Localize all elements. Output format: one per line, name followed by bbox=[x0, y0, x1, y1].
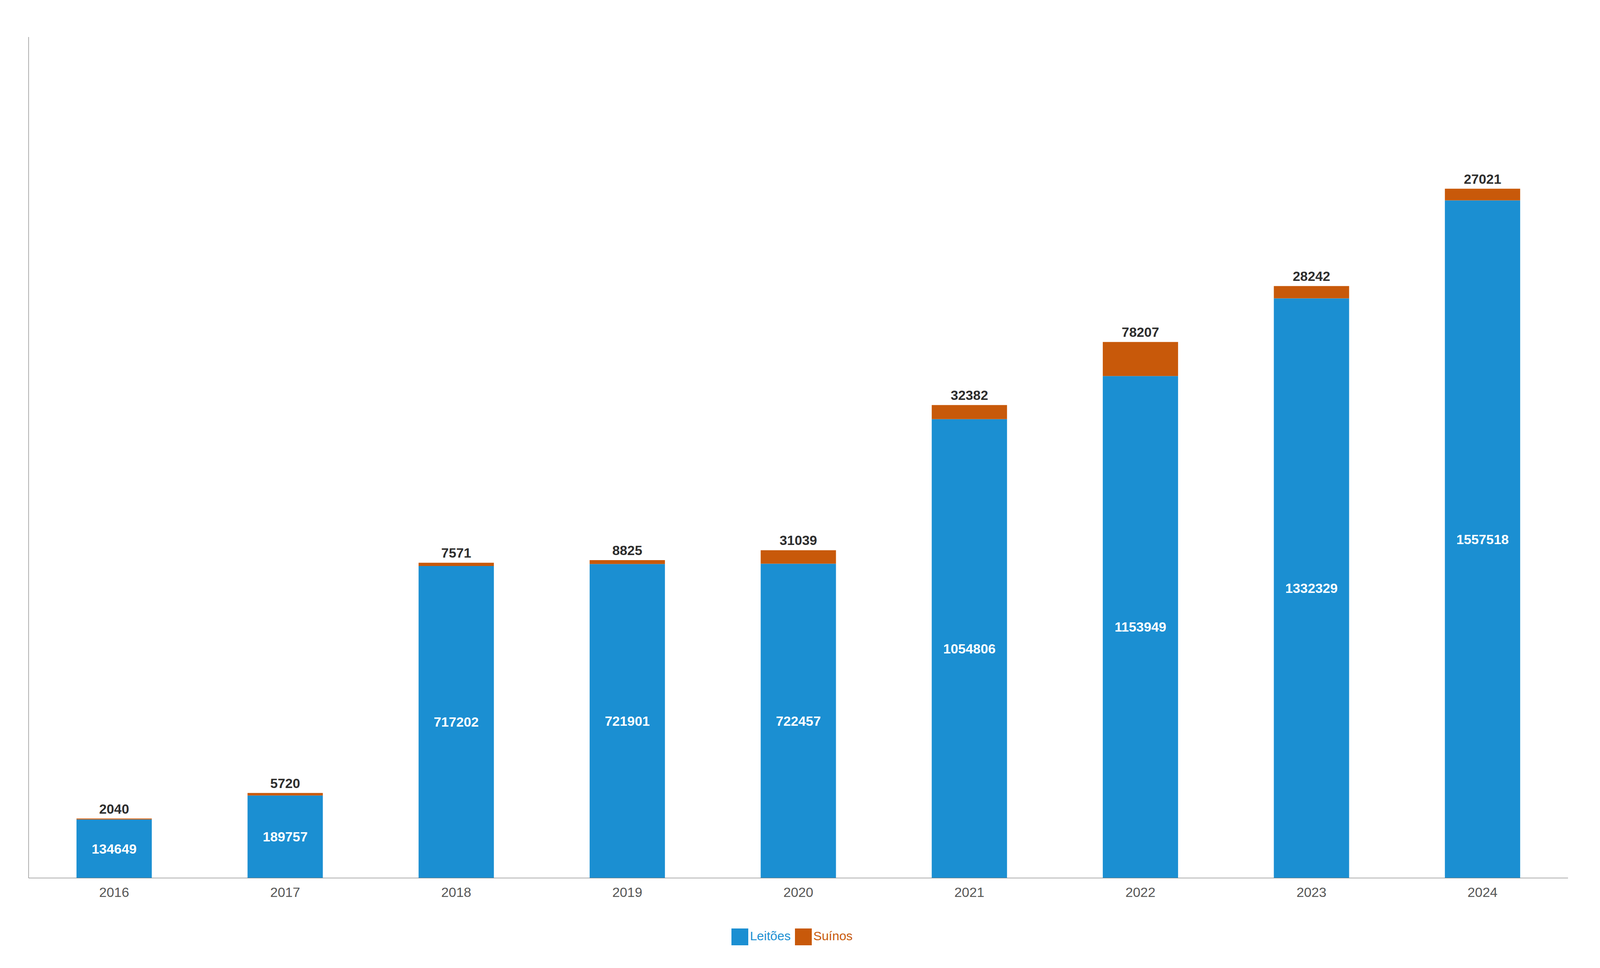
svg-text:8825: 8825 bbox=[612, 543, 643, 559]
svg-text:32382: 32382 bbox=[950, 387, 989, 403]
svg-text:28242: 28242 bbox=[1292, 268, 1331, 284]
svg-text:1557518: 1557518 bbox=[1456, 532, 1509, 548]
svg-text:2024: 2024 bbox=[1467, 884, 1498, 901]
svg-text:7571: 7571 bbox=[441, 545, 472, 561]
svg-text:2023: 2023 bbox=[1296, 884, 1327, 901]
svg-text:31039: 31039 bbox=[779, 532, 818, 549]
svg-text:2040: 2040 bbox=[99, 801, 130, 817]
svg-text:722457: 722457 bbox=[776, 713, 822, 729]
svg-text:78207: 78207 bbox=[1121, 324, 1160, 340]
svg-text:1332329: 1332329 bbox=[1285, 580, 1338, 597]
svg-text:1054806: 1054806 bbox=[943, 641, 996, 657]
svg-text:27021: 27021 bbox=[1463, 171, 1502, 187]
svg-text:189757: 189757 bbox=[262, 829, 308, 845]
svg-text:2018: 2018 bbox=[441, 884, 472, 901]
svg-text:2017: 2017 bbox=[270, 884, 300, 901]
svg-text:5720: 5720 bbox=[270, 776, 300, 792]
svg-text:721901: 721901 bbox=[604, 713, 650, 729]
svg-text:134649: 134649 bbox=[91, 841, 137, 857]
svg-text:2016: 2016 bbox=[99, 884, 130, 901]
svg-text:2021: 2021 bbox=[954, 884, 985, 901]
svg-text:717202: 717202 bbox=[433, 714, 479, 730]
html-text:Suínos: Suínos bbox=[813, 929, 853, 943]
svg-text:2020: 2020 bbox=[783, 884, 814, 901]
svg-text:2019: 2019 bbox=[612, 884, 643, 901]
html-text:Leitões: Leitões bbox=[749, 929, 791, 943]
svg-text:1153949: 1153949 bbox=[1114, 619, 1167, 635]
svg-text:2022: 2022 bbox=[1125, 884, 1156, 901]
